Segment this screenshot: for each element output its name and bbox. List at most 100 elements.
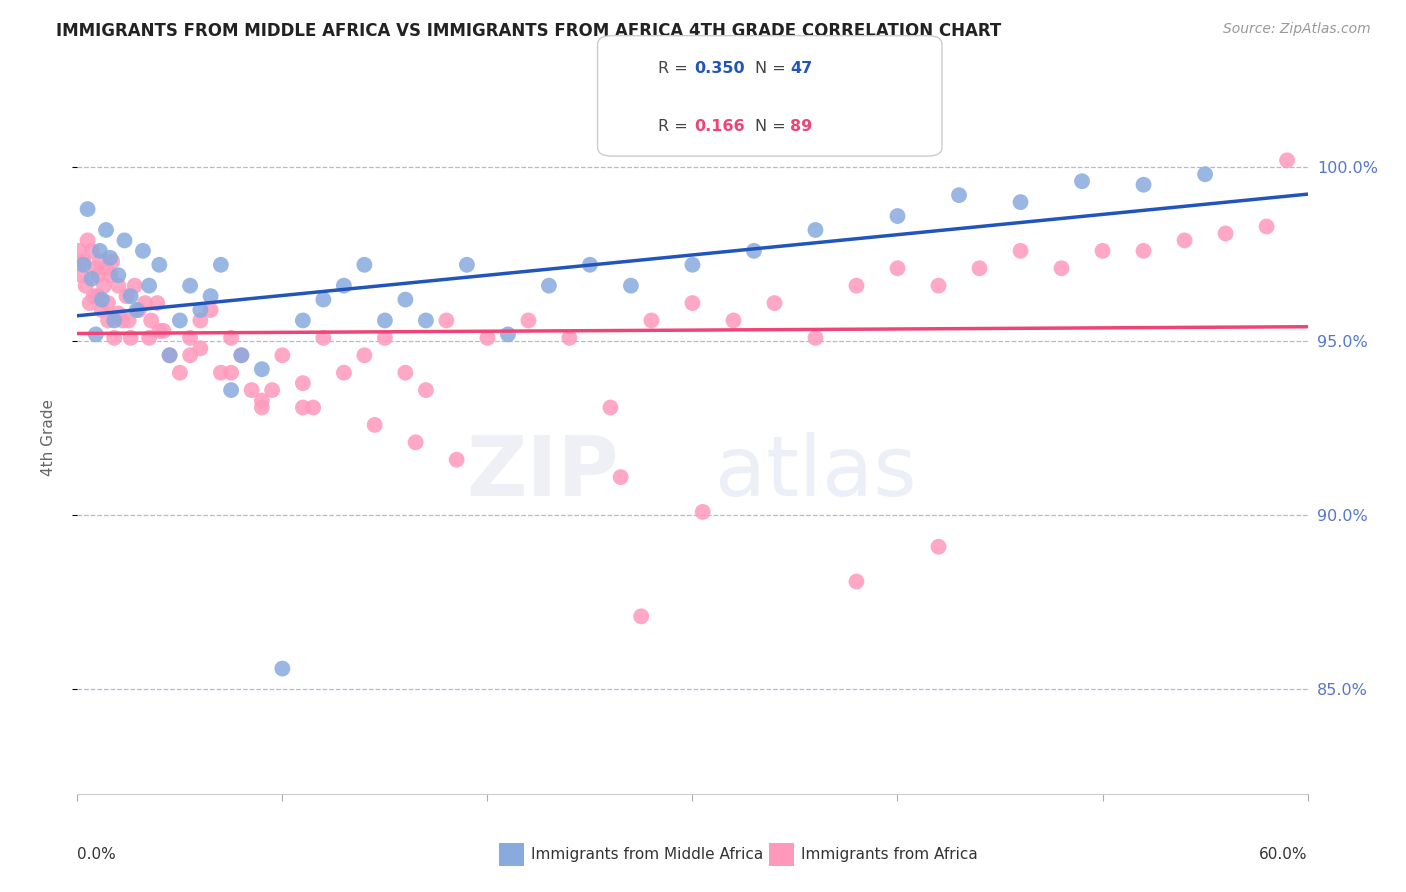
Point: [90, 303, 114, 318]
Point: [231, 348, 253, 362]
Point: [84, 327, 107, 342]
Point: [188, 341, 212, 355]
Point: [394, 366, 416, 380]
Point: [72, 258, 94, 272]
Point: [97, 296, 120, 310]
Point: [262, 383, 284, 397]
Point: [291, 401, 314, 415]
Point: [333, 278, 356, 293]
Point: [723, 313, 745, 327]
Point: [517, 313, 540, 327]
Point: [79, 296, 101, 310]
Point: [405, 435, 427, 450]
Point: [84, 261, 107, 276]
Text: Immigrants from Middle Africa: Immigrants from Middle Africa: [531, 847, 763, 862]
Point: [886, 261, 908, 276]
Point: [76, 234, 98, 248]
Point: [1010, 195, 1032, 210]
Point: [231, 348, 253, 362]
Text: N =: N =: [755, 62, 786, 76]
Point: [148, 258, 170, 272]
Point: [124, 278, 146, 293]
Text: 0.166: 0.166: [695, 120, 745, 134]
Point: [89, 254, 111, 268]
Point: [969, 261, 991, 276]
Point: [219, 366, 242, 380]
Point: [94, 261, 117, 276]
Point: [456, 258, 478, 272]
Point: [312, 293, 335, 307]
Point: [620, 278, 643, 293]
Point: [477, 331, 499, 345]
Point: [928, 540, 950, 554]
Text: atlas: atlas: [714, 433, 917, 513]
Point: [141, 313, 163, 327]
Point: [599, 401, 621, 415]
Text: 0.0%: 0.0%: [77, 847, 117, 863]
Point: [97, 313, 120, 327]
Point: [103, 331, 125, 345]
Text: N =: N =: [755, 120, 786, 134]
Point: [250, 362, 273, 376]
Text: Source: ZipAtlas.com: Source: ZipAtlas.com: [1223, 22, 1371, 37]
Point: [1275, 153, 1298, 168]
Point: [72, 254, 94, 268]
Point: [1174, 234, 1197, 248]
Point: [1071, 174, 1094, 188]
Point: [169, 366, 191, 380]
Point: [138, 278, 160, 293]
Point: [415, 313, 437, 327]
Point: [93, 278, 115, 293]
Point: [70, 268, 93, 283]
Point: [179, 348, 201, 362]
Point: [1256, 219, 1278, 234]
Point: [219, 331, 242, 345]
Point: [742, 244, 765, 258]
Point: [87, 268, 110, 283]
Text: 0.350: 0.350: [695, 62, 745, 76]
Point: [291, 313, 314, 327]
Text: Immigrants from Africa: Immigrants from Africa: [801, 847, 979, 862]
Point: [394, 293, 416, 307]
Y-axis label: 4th Grade: 4th Grade: [42, 399, 56, 475]
Point: [682, 258, 704, 272]
Point: [1215, 227, 1237, 241]
Point: [125, 303, 148, 318]
Point: [609, 470, 631, 484]
Point: [271, 662, 294, 676]
Point: [159, 348, 181, 362]
Point: [120, 331, 142, 345]
Point: [209, 258, 232, 272]
Point: [138, 331, 160, 345]
Point: [169, 313, 191, 327]
Point: [179, 278, 201, 293]
Point: [107, 278, 129, 293]
Point: [107, 306, 129, 320]
Point: [128, 303, 150, 318]
Point: [107, 268, 129, 283]
Point: [148, 324, 170, 338]
Point: [845, 278, 868, 293]
Point: [496, 327, 519, 342]
Point: [94, 223, 117, 237]
Point: [80, 244, 103, 258]
Text: R =: R =: [658, 120, 688, 134]
Point: [948, 188, 970, 202]
Point: [302, 401, 325, 415]
Point: [159, 348, 181, 362]
Text: 60.0%: 60.0%: [1260, 847, 1308, 863]
Point: [75, 278, 97, 293]
Point: [436, 313, 458, 327]
Point: [763, 296, 786, 310]
Point: [90, 293, 114, 307]
Point: [200, 289, 222, 303]
Point: [98, 251, 121, 265]
Point: [1132, 244, 1154, 258]
Point: [132, 244, 155, 258]
Point: [200, 303, 222, 318]
Point: [804, 223, 827, 237]
Point: [640, 313, 662, 327]
Point: [682, 296, 704, 310]
Point: [114, 234, 136, 248]
Point: [886, 209, 908, 223]
